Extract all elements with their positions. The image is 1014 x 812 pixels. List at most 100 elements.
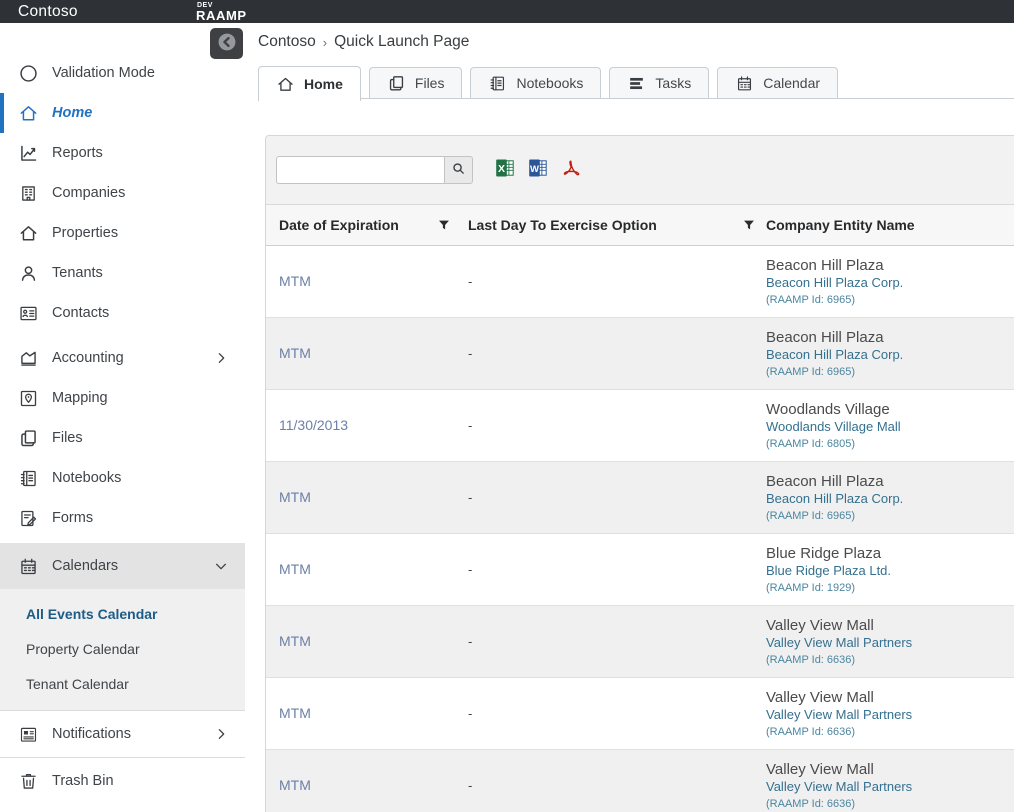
last-day-cell: - (468, 634, 473, 649)
notebooks-icon (488, 74, 507, 93)
trash-icon (18, 771, 39, 792)
company-entity-link[interactable]: Beacon Hill Plaza Corp. (766, 275, 904, 291)
tab-calendar[interactable]: Calendar (717, 67, 839, 98)
sidebar-item-properties[interactable]: Properties (0, 213, 245, 253)
tab-notebooks[interactable]: Notebooks (470, 67, 602, 98)
company-entity-link[interactable]: Blue Ridge Plaza Ltd. (766, 563, 892, 579)
sidebar-item-home[interactable]: Home (0, 93, 245, 133)
expiration-link[interactable]: MTM (279, 704, 311, 721)
expiration-cell: MTM (266, 705, 461, 723)
brand-logo[interactable]: Contoso (18, 2, 78, 20)
search-button[interactable] (444, 156, 473, 184)
sidebar-item-accounting[interactable]: Accounting (0, 338, 245, 378)
company-entity-link[interactable]: Woodlands Village Mall (766, 419, 901, 435)
sidebar-item-notebooks[interactable]: Notebooks (0, 458, 245, 498)
search-input[interactable] (276, 156, 444, 184)
sidebar-item-files[interactable]: Files (0, 418, 245, 458)
company-cell: Blue Ridge Plaza Blue Ridge Plaza Ltd. (RA… (766, 544, 1014, 596)
expiration-link[interactable]: MTM (279, 632, 311, 649)
column-header-date-of-expiration: Date of Expiration (266, 217, 461, 233)
property-name: Valley View Mall (766, 616, 874, 634)
files-icon (387, 74, 406, 93)
property-name: Beacon Hill Plaza (766, 328, 884, 346)
properties-icon (18, 223, 39, 244)
company-cell: Beacon Hill Plaza Beacon Hill Plaza Corp.… (766, 472, 1014, 524)
sidebar-item-all-events-calendar[interactable]: All Events Calendar (0, 596, 245, 631)
expiration-cell: MTM (266, 273, 461, 291)
expiration-link[interactable]: MTM (279, 272, 311, 289)
filter-icon[interactable] (742, 218, 756, 232)
home-icon (18, 103, 39, 124)
sidebar-item-mapping[interactable]: Mapping (0, 378, 245, 418)
expiration-link[interactable]: MTM (279, 776, 311, 793)
sidebar-item-calendars[interactable]: Calendars (0, 543, 245, 589)
sidebar-item-property-calendar[interactable]: Property Calendar (0, 631, 245, 666)
sidebar-item-label: Properties (52, 225, 119, 241)
sidebar-item-label: Mapping (52, 390, 108, 406)
tab-tasks[interactable]: Tasks (609, 67, 710, 98)
tab-home[interactable]: Home (258, 66, 361, 101)
raamp-id: (RAAMP Id: 6965) (766, 294, 856, 307)
tasks-icon (627, 74, 646, 93)
company-entity-link[interactable]: Valley View Mall Partners (766, 779, 913, 795)
table-row: MTM - Valley View Mall Valley View Mall Par… (266, 606, 1014, 678)
tab-label: Home (304, 76, 343, 92)
last-day-cell: - (468, 274, 473, 289)
tab-files[interactable]: Files (368, 67, 463, 98)
company-entity-link[interactable]: Valley View Mall Partners (766, 635, 913, 651)
tenants-icon (18, 263, 39, 284)
sidebar-item-reports[interactable]: Reports (0, 133, 245, 173)
svg-text:W: W (530, 164, 539, 175)
sidebar-item-contacts[interactable]: Contacts (0, 293, 245, 333)
search-icon (451, 161, 466, 179)
sidebar-item-label: Contacts (52, 305, 110, 321)
company-entity-link[interactable]: Valley View Mall Partners (766, 707, 913, 723)
raamp-logo: DEV RAAMP (196, 0, 247, 22)
content-panel: X W Date of Expiration Last Day To Exercis… (265, 135, 1014, 812)
tab-bar: Home Files Notebooks Tasks Calendar (258, 66, 1014, 101)
sidebar-item-tenants[interactable]: Tenants (0, 253, 245, 293)
expiration-link[interactable]: 11/30/2013 (279, 416, 349, 433)
sidebar-item-companies[interactable]: Companies (0, 173, 245, 213)
sidebar-item-label: Tenants (52, 265, 103, 281)
sidebar-item-trash-bin[interactable]: Trash Bin (0, 758, 245, 804)
search-box (276, 156, 473, 184)
word-icon: W (528, 159, 548, 181)
column-header-company-entity-name: Company Entity Name (766, 217, 1014, 233)
company-cell: Valley View Mall Valley View Mall Partner… (766, 688, 1014, 740)
breadcrumb-separator: › (322, 34, 328, 50)
company-entity-link[interactable]: Beacon Hill Plaza Corp. (766, 491, 904, 507)
last-day-cell: - (468, 562, 473, 577)
breadcrumb-root[interactable]: Contoso (258, 33, 316, 50)
company-entity-link[interactable]: Beacon Hill Plaza Corp. (766, 347, 904, 363)
table-row: MTM - Valley View Mall Valley View Mall Par… (266, 678, 1014, 750)
sidebar-item-tenant-calendar[interactable]: Tenant Calendar (0, 666, 245, 701)
excel-icon: X (495, 159, 515, 181)
column-header-last-day-to-exercise-option: Last Day To Exercise Option (461, 217, 766, 233)
filter-icon[interactable] (437, 218, 451, 232)
expiration-cell: MTM (266, 777, 461, 795)
sidebar-item-label: Notebooks (52, 470, 122, 486)
export-excel-button[interactable]: X (495, 158, 515, 178)
tab-label: Files (414, 75, 445, 91)
export-pdf-button[interactable] (561, 158, 581, 178)
pdf-icon (561, 160, 581, 181)
raamp-id: (RAAMP Id: 6965) (766, 366, 856, 379)
raamp-id: (RAAMP Id: 6805) (766, 438, 856, 451)
table-header-row: Date of Expiration Last Day To Exercise O… (266, 205, 1014, 246)
property-name: Valley View Mall (766, 760, 874, 778)
collapse-sidebar-button[interactable] (210, 28, 243, 59)
expiration-link[interactable]: MTM (279, 560, 311, 577)
expiration-link[interactable]: MTM (279, 488, 311, 505)
company-cell: Valley View Mall Valley View Mall Partner… (766, 616, 1014, 668)
sidebar-item-notifications[interactable]: Notifications (0, 711, 245, 757)
expiration-link[interactable]: MTM (279, 344, 311, 361)
sidebar-item-label: Trash Bin (52, 773, 114, 789)
export-word-button[interactable]: W (528, 158, 548, 178)
company-cell: Beacon Hill Plaza Beacon Hill Plaza Corp.… (766, 256, 1014, 308)
raamp-logo-name: RAAMP (196, 8, 247, 23)
sidebar-item-forms[interactable]: Forms (0, 498, 245, 538)
forms-icon (18, 508, 39, 529)
sidebar-item-validation-mode[interactable]: Validation Mode (0, 53, 245, 93)
